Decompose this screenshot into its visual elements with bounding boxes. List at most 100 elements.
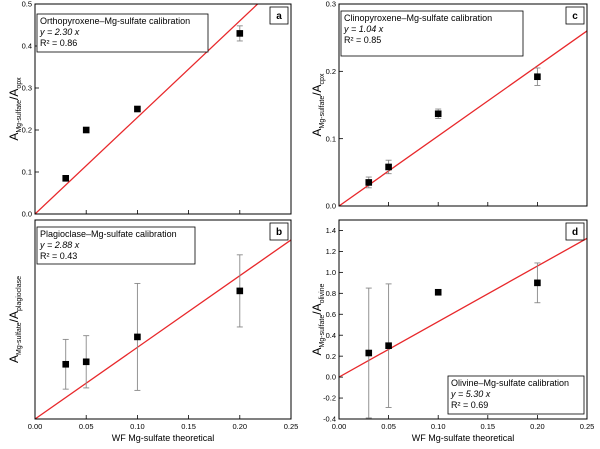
x-tick-label: 0.15 bbox=[480, 422, 495, 431]
y-tick-label: 0.1 bbox=[22, 168, 32, 177]
y-axis-label-sep: /A bbox=[7, 311, 21, 322]
panel-letter-badge: b bbox=[269, 222, 289, 241]
y-tick-label: 0.4 bbox=[22, 42, 32, 51]
panel-letter: d bbox=[572, 227, 578, 238]
x-tick-label: 0.25 bbox=[284, 422, 299, 431]
y-axis-label-sub1: Mg-sulfate bbox=[319, 315, 326, 348]
x-tick-label: 0.05 bbox=[381, 422, 396, 431]
y-axis-label: AMg-sulfate/Aplagioclase bbox=[7, 276, 23, 363]
panel-c: 0.0 0.1 0.2 0.3 AMg-sulfate/Acpx Clinopyroxen… bbox=[310, 0, 588, 211]
y-tick-label: 0.4 bbox=[326, 331, 336, 340]
x-tick-label: 0.25 bbox=[580, 422, 595, 431]
panel-letter: c bbox=[572, 11, 578, 22]
y-tick-label: 0.1 bbox=[326, 134, 336, 143]
data-point bbox=[365, 349, 373, 357]
data-point bbox=[82, 358, 90, 366]
annotation-title: Plagioclase–Mg-sulfate calibration bbox=[40, 229, 177, 239]
data-point bbox=[365, 179, 373, 186]
data-point bbox=[62, 360, 70, 368]
annotation-title: Orthopyroxene–Mg-sulfate calibration bbox=[40, 16, 190, 26]
data-point bbox=[534, 73, 541, 81]
x-tick-label: 0.05 bbox=[79, 422, 94, 431]
y-axis-label-sub1: Mg-sulfate bbox=[319, 96, 326, 129]
y-axis-label-sub2: olivine bbox=[319, 283, 326, 303]
y-axis-label-sub2: plagioclase bbox=[16, 276, 23, 311]
panel-d: 0.00 0.05 0.10 0.15 0.20 0.25 -0.4 -0.2 0.0 0.2 0.… bbox=[310, 219, 595, 443]
annotation-r2: R² = 0.69 bbox=[451, 400, 488, 410]
data-point bbox=[385, 163, 392, 171]
annotation-equation: y = 2.88 x bbox=[39, 240, 80, 250]
y-tick-label: 0.2 bbox=[326, 67, 336, 76]
data-point bbox=[134, 333, 141, 341]
data-point bbox=[236, 30, 244, 37]
panel-letter: b bbox=[276, 227, 282, 238]
panel-a: 0.0 0.1 0.2 0.3 0.4 0.5 AMg-sulfate/Aopx Orthop… bbox=[7, 0, 292, 219]
panel-letter-badge: c bbox=[565, 6, 585, 25]
y-axis-label: AMg-sulfate/Aopx bbox=[7, 77, 23, 141]
y-tick-label: 0.0 bbox=[326, 202, 336, 211]
annotation-r2: R² = 0.86 bbox=[40, 38, 77, 48]
annotation-equation: y = 1.04 x bbox=[343, 24, 384, 34]
x-tick-label: 0.10 bbox=[431, 422, 446, 431]
y-tick-label: 0.0 bbox=[326, 373, 336, 382]
y-tick-label: 0.2 bbox=[22, 126, 32, 135]
y-tick-label: 0.2 bbox=[326, 352, 336, 361]
y-tick-label: -0.4 bbox=[323, 415, 336, 424]
data-point bbox=[434, 288, 442, 296]
panel-letter-badge: d bbox=[565, 222, 585, 241]
data-point bbox=[134, 105, 141, 113]
y-axis-label-sub1: Mg-sulfate bbox=[16, 100, 23, 133]
panel-letter-badge: a bbox=[269, 6, 289, 25]
annotation-title: Clinopyroxene–Mg-sulfate calibration bbox=[344, 13, 492, 23]
annotation-r2: R² = 0.43 bbox=[40, 251, 77, 261]
y-axis-label-main: A bbox=[310, 347, 324, 355]
y-tick-label: 0.3 bbox=[326, 0, 336, 9]
data-point bbox=[534, 279, 541, 287]
fit-line bbox=[339, 30, 587, 206]
y-axis-label: AMg-sulfate/Acpx bbox=[310, 73, 326, 136]
y-tick-label: 0.0 bbox=[22, 210, 32, 219]
panel-letter: a bbox=[276, 11, 282, 22]
y-axis-label-main: A bbox=[7, 133, 21, 141]
y-axis-label-sub1: Mg-sulfate bbox=[16, 322, 23, 355]
x-axis-title: WF Mg-sulfate theoretical bbox=[412, 433, 515, 443]
x-tick-label: 0.00 bbox=[332, 422, 347, 431]
y-tick-label: 0.6 bbox=[326, 310, 336, 319]
data-point bbox=[82, 126, 90, 134]
y-tick-label: -0.2 bbox=[323, 394, 336, 403]
y-axis-label-sep: /A bbox=[7, 89, 21, 100]
plot-frame bbox=[338, 219, 588, 420]
fit-line bbox=[35, 239, 291, 419]
x-axis-title: WF Mg-sulfate theoretical bbox=[112, 433, 215, 443]
data-point bbox=[62, 175, 70, 182]
x-tick-label: 0.10 bbox=[130, 422, 145, 431]
plot-frame bbox=[34, 219, 292, 420]
y-axis-label: AMg-sulfate/Aolivine bbox=[310, 283, 326, 355]
y-tick-label: 0.3 bbox=[22, 84, 32, 93]
plot-frame bbox=[338, 3, 588, 207]
annotation-equation: y = 2.30 x bbox=[39, 27, 80, 37]
fit-line bbox=[35, 4, 259, 214]
y-tick-label: 1.2 bbox=[326, 247, 336, 256]
fit-line bbox=[339, 237, 587, 378]
y-tick-label: 0.8 bbox=[326, 289, 336, 298]
x-tick-label: 0.15 bbox=[181, 422, 196, 431]
y-axis-label-main: A bbox=[7, 355, 21, 363]
y-axis-label-main: A bbox=[310, 128, 324, 136]
data-point bbox=[434, 110, 442, 118]
x-tick-label: 0.00 bbox=[28, 422, 43, 431]
y-axis-label-sub2: opx bbox=[16, 77, 23, 89]
y-axis-label-sep: /A bbox=[310, 84, 324, 95]
annotation-equation: y = 5.30 x bbox=[450, 389, 491, 399]
x-tick-label: 0.20 bbox=[232, 422, 247, 431]
y-axis-label-sep: /A bbox=[310, 303, 324, 314]
annotation-r2: R² = 0.85 bbox=[344, 35, 381, 45]
data-point bbox=[385, 342, 392, 349]
y-tick-label: 1.4 bbox=[326, 226, 336, 235]
y-tick-label: 1.0 bbox=[326, 268, 336, 277]
